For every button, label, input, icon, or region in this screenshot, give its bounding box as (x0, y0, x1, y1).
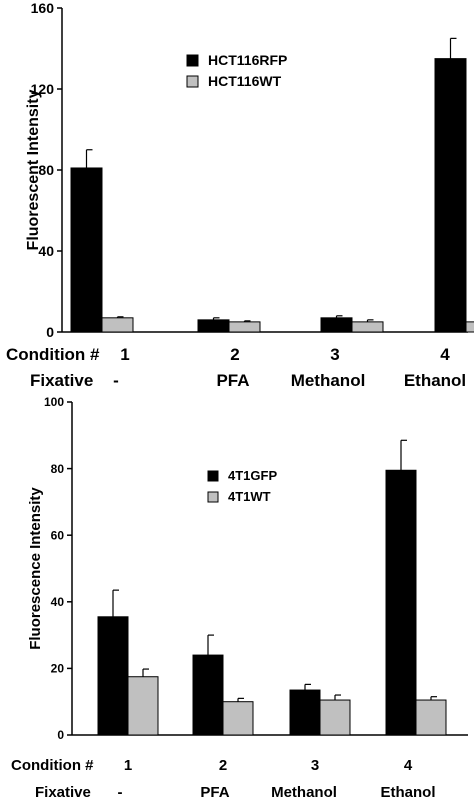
legend-label: HCT116RFP (208, 52, 287, 68)
fixative-label: Ethanol (381, 784, 436, 801)
bar (415, 699, 447, 736)
fixative-label: Methanol (271, 784, 337, 801)
fixative-label: PFA (200, 784, 229, 801)
bar (320, 317, 353, 333)
bar (222, 701, 254, 736)
condition-number: 2 (219, 757, 227, 774)
condition-number: 4 (440, 345, 450, 364)
y-tick-label: 80 (51, 462, 65, 476)
bar (97, 616, 129, 736)
y-tick-label: 60 (51, 528, 65, 542)
legend-swatch (186, 54, 199, 67)
legend-label: HCT116WT (208, 73, 282, 89)
legend-swatch (186, 75, 199, 88)
fixative-label: Ethanol (404, 371, 466, 390)
condition-number: 2 (230, 345, 239, 364)
bar (70, 167, 103, 333)
y-tick-label: 80 (38, 162, 54, 178)
y-axis-label: Fluorescence Intensity (27, 487, 44, 650)
condition-number: 3 (311, 757, 319, 774)
bar (465, 321, 474, 333)
legend-label: 4T1WT (228, 489, 271, 504)
fixative-label: - (113, 371, 119, 390)
y-tick-label: 160 (31, 0, 55, 16)
fixative-row-title: Fixative (35, 784, 91, 801)
bar (127, 676, 159, 736)
fixative-label: - (118, 784, 123, 801)
fixative-row-title: Fixative (30, 371, 93, 390)
y-tick-label: 40 (51, 595, 65, 609)
y-tick-label: 20 (51, 662, 65, 676)
condition-number: 1 (120, 345, 129, 364)
y-tick-label: 120 (31, 81, 55, 97)
y-tick-label: 40 (38, 243, 54, 259)
y-tick-label: 0 (46, 324, 54, 340)
condition-number: 4 (404, 757, 413, 774)
bar (192, 654, 224, 736)
condition-row-title: Condition # (11, 757, 94, 774)
bar (434, 58, 467, 333)
bar (289, 689, 321, 736)
condition-number: 1 (124, 757, 132, 774)
bar (319, 699, 351, 736)
y-tick-label: 0 (57, 728, 64, 742)
bar (228, 321, 261, 333)
y-axis-label: Fluorescent Intensity (25, 89, 42, 250)
bar (351, 321, 384, 333)
bar (101, 317, 134, 333)
bar (197, 319, 230, 333)
condition-row-title: Condition # (6, 345, 100, 364)
condition-number: 3 (330, 345, 339, 364)
legend-swatch (207, 470, 219, 482)
y-tick-label: 100 (44, 395, 64, 409)
fixative-label: Methanol (291, 371, 366, 390)
fixative-label: PFA (216, 371, 249, 390)
legend-swatch (207, 491, 219, 503)
bar (385, 469, 417, 736)
legend-label: 4T1GFP (228, 468, 277, 483)
